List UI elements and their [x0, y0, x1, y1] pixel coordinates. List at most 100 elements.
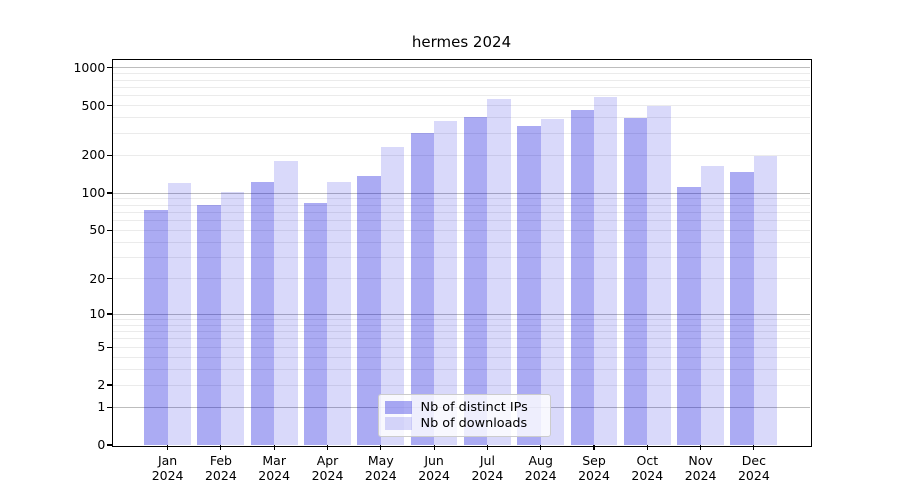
x-tick-month: Jan [157, 452, 178, 468]
x-tick-label: Nov 2024 [673, 453, 729, 484]
minor-gridline [113, 154, 811, 156]
minor-gridline [113, 132, 811, 134]
bar-distinct-ips-dec [730, 172, 754, 445]
minor-gridline [113, 229, 811, 231]
bar-distinct-ips-feb [197, 205, 221, 445]
bar-distinct-ips-mar [250, 181, 275, 445]
y-tick-label: 100 [81, 185, 106, 201]
minor-gridline [113, 330, 811, 332]
x-tick-label: Sep 2024 [566, 453, 622, 484]
minor-gridline [113, 95, 811, 97]
x-tick-year: 2024 [204, 468, 237, 483]
x-tick-year: 2024 [524, 468, 557, 483]
bar-downloads-nov [700, 166, 724, 445]
minor-gridline [113, 241, 811, 243]
bar-downloads-oct [647, 105, 671, 445]
legend-label-distinct-ips: Nb of distinct IPs [420, 400, 528, 415]
y-tick-mark [107, 229, 114, 231]
y-tick-mark [107, 154, 114, 157]
y-tick-mark [107, 105, 114, 107]
y-tick-mark [107, 406, 114, 408]
y-tick-label: 10 [89, 306, 106, 322]
minor-gridline [113, 278, 811, 280]
minor-gridline [113, 356, 811, 358]
minor-gridline [113, 204, 811, 206]
y-tick-label: 500 [81, 97, 106, 113]
x-tick-year: 2024 [631, 468, 664, 483]
bar-distinct-ips-nov [677, 186, 701, 445]
bar-distinct-ips-sep [570, 110, 594, 445]
y-tick-mark [107, 384, 114, 386]
legend: Nb of distinct IPs Nb of downloads [377, 393, 551, 437]
chart-title: hermes 2024 [411, 33, 512, 51]
x-tick-label: May 2024 [353, 453, 409, 484]
major-gridline [113, 313, 811, 315]
x-tick-label: Jan 2024 [140, 453, 196, 484]
minor-gridline [113, 324, 811, 326]
bar-downloads-aug [540, 119, 565, 445]
x-tick-mark [593, 445, 595, 450]
minor-gridline [113, 86, 811, 88]
y-tick-mark [107, 444, 114, 446]
bar-distinct-ips-jun [410, 133, 435, 445]
minor-gridline [113, 257, 811, 259]
x-tick-mark [167, 445, 169, 450]
legend-label-downloads: Nb of downloads [420, 416, 528, 431]
x-tick-month: Aug [528, 452, 553, 468]
bar-downloads-jul [487, 99, 511, 445]
x-tick-month: Feb [209, 452, 232, 468]
x-tick-label: Apr 2024 [300, 453, 356, 484]
minor-gridline [113, 220, 811, 222]
minor-gridline [113, 318, 811, 320]
bar-downloads-dec [753, 156, 778, 445]
x-tick-year: 2024 [578, 468, 610, 483]
bar-distinct-ips-oct [623, 118, 648, 445]
x-tick-mark [273, 445, 275, 450]
bar-downloads-jun [434, 120, 458, 445]
x-tick-year: 2024 [364, 468, 397, 483]
y-tick-label: 200 [81, 147, 106, 163]
x-tick-mark [753, 445, 755, 450]
x-tick-month: Mar [262, 452, 286, 468]
y-tick-mark [107, 67, 114, 69]
x-tick-year: 2024 [737, 468, 770, 483]
bar-downloads-sep [593, 96, 618, 445]
y-tick-mark [107, 192, 114, 194]
bar-distinct-ips-may [357, 176, 381, 445]
bar-distinct-ips-apr [304, 203, 328, 445]
legend-entry-downloads: Nb of downloads [384, 416, 542, 432]
x-tick-month: Jul [479, 452, 495, 468]
minor-gridline [113, 79, 811, 81]
x-tick-label: Feb 2024 [193, 453, 249, 484]
minor-gridline [113, 338, 811, 340]
legend-swatch-distinct-ips [384, 401, 412, 414]
y-tick-label: 0 [97, 437, 106, 452]
x-tick-month: May [367, 452, 394, 468]
minor-gridline [113, 211, 811, 213]
major-gridline [113, 192, 811, 194]
minor-gridline [113, 384, 811, 386]
x-tick-month: Jun [424, 452, 444, 468]
bar-downloads-feb [220, 191, 245, 445]
x-tick-mark [380, 445, 382, 450]
minor-gridline [113, 368, 811, 370]
plot-area [111, 59, 812, 447]
x-tick-year: 2024 [471, 468, 504, 483]
bar-downloads-may [380, 147, 405, 445]
x-tick-month: Apr [316, 452, 339, 468]
x-tick-mark [220, 445, 222, 450]
x-tick-month: Dec [741, 452, 766, 468]
y-tick-label: 50 [89, 222, 106, 238]
y-tick-label: 1 [97, 399, 106, 415]
bar-distinct-ips-jan [144, 210, 168, 445]
x-tick-year: 2024 [151, 468, 184, 483]
x-tick-month: Oct [636, 452, 659, 468]
x-tick-month: Sep [582, 452, 606, 468]
x-tick-mark [540, 445, 542, 450]
x-tick-label: Oct 2024 [619, 453, 675, 484]
x-tick-label: Aug 2024 [513, 453, 569, 484]
x-tick-mark [326, 445, 329, 450]
x-tick-mark [433, 445, 435, 450]
y-tick-label: 5 [97, 339, 106, 355]
